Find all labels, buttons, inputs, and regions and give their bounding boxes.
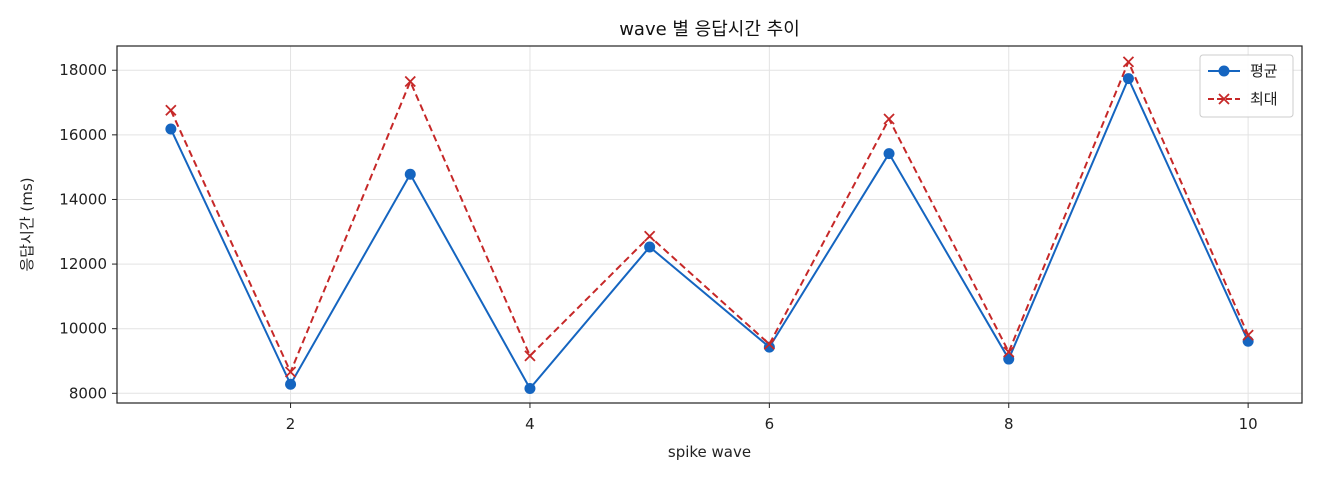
data-point	[524, 382, 536, 394]
data-point	[1003, 346, 1015, 358]
data-point	[763, 338, 775, 350]
chart-title: wave 별 응답시간 추이	[619, 19, 800, 40]
x-tick-label: 6	[765, 415, 775, 433]
data-point	[1122, 56, 1135, 68]
legend-marker	[1218, 65, 1230, 77]
y-tick-label: 10000	[59, 320, 107, 338]
legend-label: 평균	[1250, 62, 1278, 80]
y-axis-label: 응답시간 (ms)	[18, 177, 36, 271]
x-tick-label: 8	[1004, 415, 1014, 433]
data-point	[284, 366, 297, 378]
data-point	[165, 104, 177, 116]
data-point	[1242, 335, 1254, 347]
legend-box	[1199, 54, 1294, 118]
series-0	[165, 73, 1254, 394]
plot-frame	[116, 45, 1303, 404]
data-point	[644, 241, 656, 253]
data-point	[404, 168, 416, 180]
y-tick-label: 16000	[59, 126, 107, 144]
data-point	[1003, 353, 1015, 365]
y-tick-label: 8000	[69, 384, 107, 402]
x-tick-label: 2	[286, 415, 296, 433]
data-point	[404, 75, 416, 88]
data-point	[1242, 329, 1254, 341]
series-layer	[165, 56, 1254, 394]
data-point	[1122, 73, 1134, 85]
y-tick-label: 18000	[59, 61, 107, 79]
x-axis-label: spike wave	[668, 443, 751, 461]
data-point	[644, 230, 656, 242]
data-point	[524, 350, 536, 362]
data-point	[883, 148, 895, 160]
y-tick-label: 12000	[59, 255, 107, 273]
legend-marker	[1218, 93, 1230, 105]
legend-label: 최대	[1250, 90, 1278, 108]
data-point	[763, 341, 775, 353]
series-line	[169, 60, 1250, 373]
x-tick-label: 10	[1239, 415, 1258, 433]
y-tick-label: 14000	[59, 190, 107, 208]
data-point	[285, 378, 297, 390]
series-1	[165, 56, 1254, 378]
data-point	[165, 123, 177, 135]
series-line	[169, 77, 1250, 390]
x-tick-label: 4	[525, 415, 535, 433]
grid	[117, 46, 1302, 403]
data-point	[883, 113, 895, 125]
ticks: 2 4 6 8 10 8000 10000 12000 14000 16000 18000	[59, 61, 1257, 433]
